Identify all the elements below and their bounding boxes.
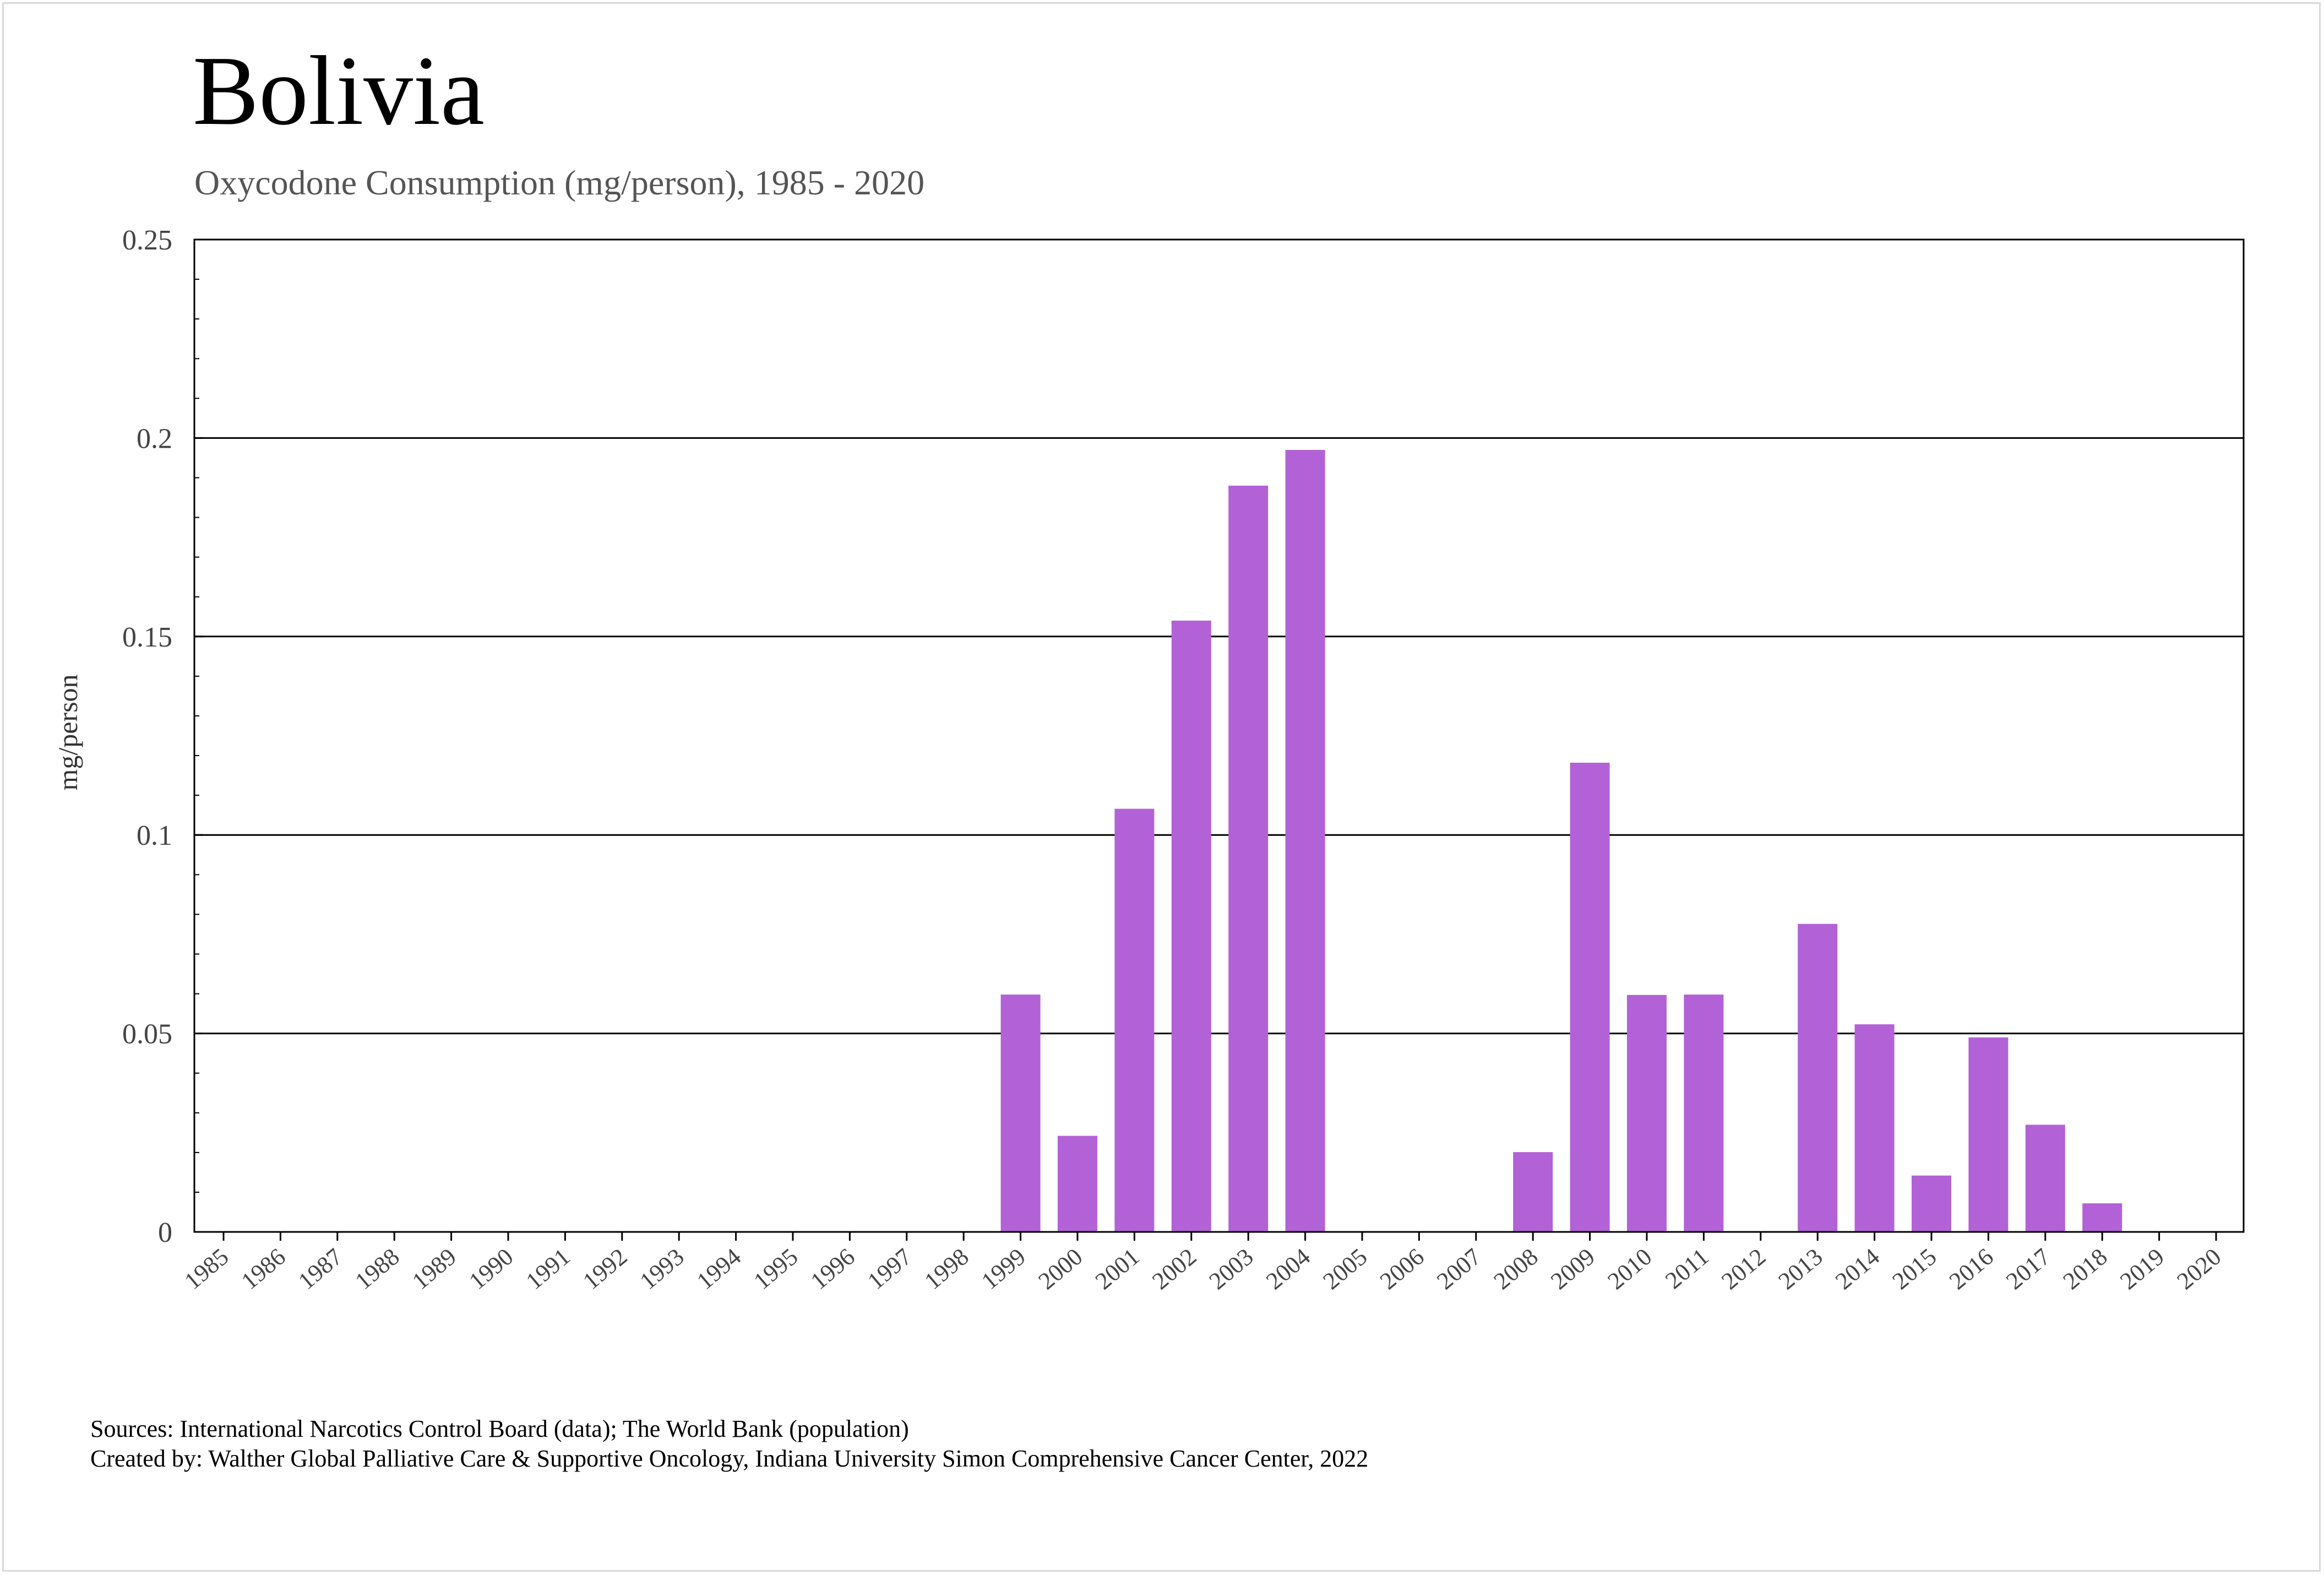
x-tick-label: 2012 <box>1716 1243 1771 1295</box>
bar-2002 <box>1171 620 1211 1232</box>
x-tick-label: 1996 <box>805 1243 860 1295</box>
x-tick-label: 1994 <box>692 1243 746 1295</box>
x-tick-label: 2011 <box>1660 1243 1714 1294</box>
x-tick-label: 2017 <box>2001 1243 2055 1295</box>
x-tick-label: 1985 <box>179 1243 234 1295</box>
plot-border <box>193 238 2245 1233</box>
y-axis-label: mg/person <box>52 674 83 790</box>
bars <box>1000 450 2122 1232</box>
y-tick-label: 0.05 <box>122 1019 172 1050</box>
y-tick-label: 0 <box>158 1217 172 1248</box>
x-tick-label: 1998 <box>919 1243 974 1295</box>
bar-2013 <box>1798 924 1838 1232</box>
x-tick-label: 2008 <box>1489 1243 1543 1295</box>
x-tick-label: 2019 <box>2115 1243 2169 1295</box>
x-tick-label: 1990 <box>464 1243 519 1295</box>
y-tick-label: 0.2 <box>137 423 172 454</box>
x-tick-label: 2018 <box>2058 1243 2113 1295</box>
chart-subtitle: Oxycodone Consumption (mg/person), 1985 … <box>194 163 925 202</box>
bar-2009 <box>1570 763 1610 1232</box>
x-tick-label: 1999 <box>976 1243 1031 1295</box>
x-tick-label: 1986 <box>236 1243 291 1295</box>
footer-sources: Sources: International Narcotics Control… <box>90 1415 909 1442</box>
bar-2010 <box>1627 995 1667 1232</box>
bar-2015 <box>1912 1175 1951 1232</box>
x-tick-label: 1992 <box>578 1243 632 1295</box>
x-tick-label: 2006 <box>1375 1243 1429 1295</box>
x-tick-label: 1991 <box>521 1243 575 1295</box>
x-tick-label: 1989 <box>407 1243 461 1295</box>
bar-2011 <box>1684 994 1724 1232</box>
footer: Sources: International Narcotics Control… <box>90 1414 1368 1474</box>
bar-2014 <box>1854 1024 1895 1232</box>
x-tick-label: 2000 <box>1033 1243 1088 1295</box>
x-tick-label: 1987 <box>293 1243 347 1295</box>
x-tick-label: 1995 <box>749 1243 803 1295</box>
x-tick-labels: 1985 1986 1987 1988 1989 1990 1991 1992 1993 1994… <box>179 1243 2227 1295</box>
x-tick-label: 2009 <box>1545 1243 1600 1295</box>
grid-lines <box>194 238 2244 1035</box>
bar-2003 <box>1228 485 1269 1232</box>
bar-2018 <box>2082 1203 2122 1232</box>
chart-title: Bolivia <box>193 36 485 145</box>
bar-2008 <box>1513 1152 1553 1232</box>
y-tick-label: 0.15 <box>122 622 172 653</box>
x-tick-label: 1993 <box>635 1243 689 1295</box>
bar-2016 <box>1968 1037 2009 1232</box>
bar-2000 <box>1058 1136 1097 1232</box>
x-tick-label: 2001 <box>1090 1243 1145 1295</box>
x-tick-label: 2016 <box>1944 1243 1999 1295</box>
x-tick-label: 2015 <box>1887 1243 1942 1295</box>
x-tick-label: 2014 <box>1830 1243 1885 1295</box>
x-tick-label: 2010 <box>1603 1243 1657 1295</box>
y-tick-label: 0.1 <box>137 820 172 851</box>
x-tick-label: 2004 <box>1261 1243 1315 1295</box>
x-tick-label: 2005 <box>1318 1243 1373 1295</box>
y-tick-label: 0.25 <box>122 225 172 256</box>
footer-created-by: Created by: Walther Global Palliative Ca… <box>90 1445 1369 1472</box>
axes <box>193 238 2245 1241</box>
x-tick-label: 2020 <box>2172 1243 2227 1295</box>
x-tick-label: 2007 <box>1432 1243 1486 1295</box>
x-tick-label: 2013 <box>1773 1243 1828 1295</box>
bar-2017 <box>2025 1125 2065 1232</box>
x-tick-label: 1988 <box>350 1243 405 1295</box>
bar-2001 <box>1114 808 1155 1232</box>
y-tick-labels: 0 0.05 0.1 0.15 0.2 0.25 <box>122 225 172 1248</box>
x-tick-label: 2003 <box>1204 1243 1259 1295</box>
bar-2004 <box>1285 450 1325 1232</box>
bar-1999 <box>1000 994 1041 1232</box>
x-tick-label: 1997 <box>862 1243 917 1295</box>
x-tick-label: 2002 <box>1147 1243 1201 1295</box>
